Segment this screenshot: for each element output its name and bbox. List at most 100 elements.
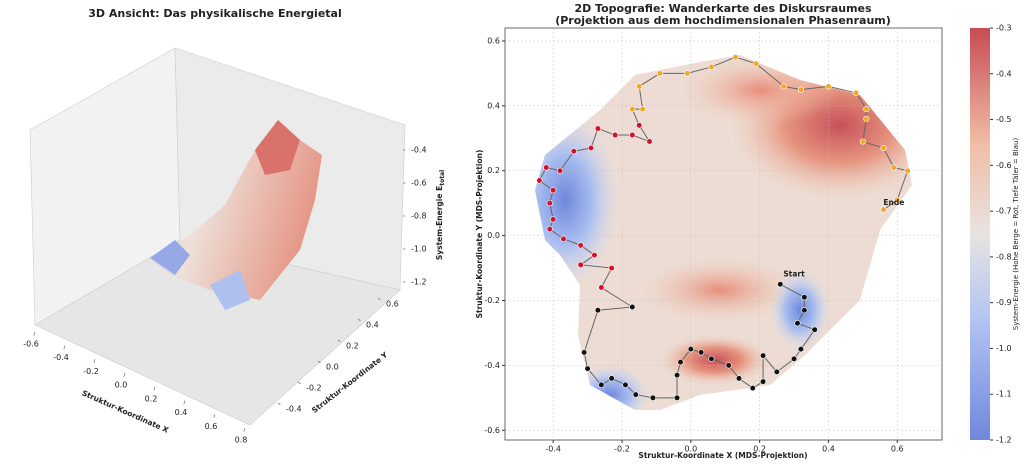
colorbar-tick-label: -0.9: [996, 298, 1012, 307]
y-tick-label: -0.4: [484, 361, 500, 370]
colorbar-tick-label: -1.0: [996, 344, 1012, 353]
path-point: [594, 307, 602, 314]
path-point: [859, 138, 866, 145]
path-point: [546, 226, 553, 233]
path-line: [583, 283, 816, 399]
path-line: [632, 56, 909, 211]
path-point: [708, 355, 715, 362]
path-point: [550, 216, 557, 223]
layer: 3D Ansicht: Das physikalische Energietal…: [23, 2, 1020, 460]
path-point: [639, 106, 646, 113]
path-point: [794, 320, 801, 327]
path-point: [598, 284, 605, 291]
path-point: [629, 106, 636, 113]
y-tick-label: -0.2: [484, 296, 500, 305]
path-point: [598, 381, 605, 388]
tick-mark: [153, 386, 156, 391]
tick-label: -0.2: [83, 367, 99, 376]
path-point: [577, 261, 584, 268]
tick-label: -1.0: [411, 245, 427, 254]
path-point: [622, 381, 629, 388]
path-point: [577, 242, 584, 249]
chart-title: 3D Ansicht: Das physikalische Energietal: [88, 7, 342, 20]
chart-subtitle: (Projektion aus dem hochdimensionalen Ph…: [555, 14, 891, 27]
tick-mark: [243, 427, 246, 432]
path-point: [759, 352, 767, 359]
path-point: [852, 89, 860, 96]
tick-label: 0.2: [145, 394, 158, 403]
path-point: [825, 83, 832, 90]
path-point: [556, 167, 564, 174]
path-point: [581, 349, 588, 356]
path-point: [759, 378, 767, 385]
path-point: [673, 394, 681, 401]
path-point: [649, 394, 657, 401]
tick-mark: [123, 373, 126, 377]
path-point: [629, 303, 636, 311]
y-tick-label: 0.2: [487, 166, 500, 175]
path-point: [612, 131, 619, 139]
3d-surface: [150, 120, 322, 310]
path-point: [797, 346, 805, 353]
path-point: [749, 384, 756, 392]
colorbar-tick-label: -0.5: [996, 115, 1012, 124]
path-point: [780, 83, 787, 90]
tick-label: 0.4: [366, 321, 379, 330]
tick-label: 0.0: [115, 381, 128, 390]
path-point: [801, 294, 808, 301]
path-point: [735, 375, 743, 382]
tick-mark: [213, 414, 216, 418]
path-point: [543, 164, 550, 171]
x-tick-label: 0.4: [822, 445, 835, 454]
tick-label: -0.6: [23, 340, 39, 349]
x-tick-label: 0.0: [684, 445, 697, 454]
tick-label: -0.8: [411, 212, 427, 221]
path-point: [777, 281, 784, 288]
x-axis-label: Struktur-Koordinate X (MDS-Projektion): [638, 451, 807, 460]
path-point: [629, 131, 636, 139]
tick-mark: [93, 359, 96, 364]
tick-label: 0.6: [205, 422, 218, 431]
path-point: [636, 122, 643, 129]
tick-mark: [377, 297, 381, 301]
path-point: [608, 375, 615, 382]
colorbar: [970, 28, 990, 440]
path-point: [753, 60, 760, 67]
path-point: [894, 196, 901, 204]
tick-mark: [63, 345, 66, 350]
path-point: [880, 144, 887, 152]
tick-label: 0.8: [235, 436, 248, 445]
path-point: [632, 391, 639, 398]
tick-label: 0.2: [346, 342, 359, 351]
y-tick-label: 0.6: [487, 36, 500, 45]
path-point: [880, 206, 887, 213]
tick-mark: [317, 360, 321, 364]
colorbar-tick-label: -0.4: [996, 69, 1012, 78]
path-point: [732, 54, 739, 61]
colorbar-label: System-Energie (Hohe Berge = Rot, Tiefe …: [1012, 138, 1020, 331]
path-point: [591, 251, 598, 259]
path-point: [673, 372, 681, 379]
y-axis-label: Struktur-Koordinate Y (MDS-Projektion): [475, 150, 484, 319]
z-axis-label: System-Energie Etotal: [435, 170, 446, 260]
path-point: [656, 70, 663, 77]
colorbar-tick-label: -1.2: [996, 436, 1012, 445]
tick-label: -1.2: [411, 278, 427, 287]
path-point: [536, 177, 543, 184]
tick-mark: [337, 339, 341, 343]
tick-label: -0.4: [411, 146, 427, 155]
x-tick-label: 0.2: [753, 445, 766, 454]
path-point: [684, 70, 691, 77]
colorbar-tick-label: -0.6: [996, 161, 1012, 170]
tick-mark: [277, 402, 281, 406]
path-point: [550, 187, 557, 194]
path-point: [725, 362, 732, 369]
annotation: Start: [783, 270, 805, 279]
y-tick-label: 0.0: [487, 231, 500, 240]
path-point: [863, 106, 870, 113]
path-point: [560, 235, 567, 242]
path-point: [773, 368, 780, 375]
tick-mark: [183, 400, 186, 405]
tick-label: 0.6: [386, 300, 399, 309]
